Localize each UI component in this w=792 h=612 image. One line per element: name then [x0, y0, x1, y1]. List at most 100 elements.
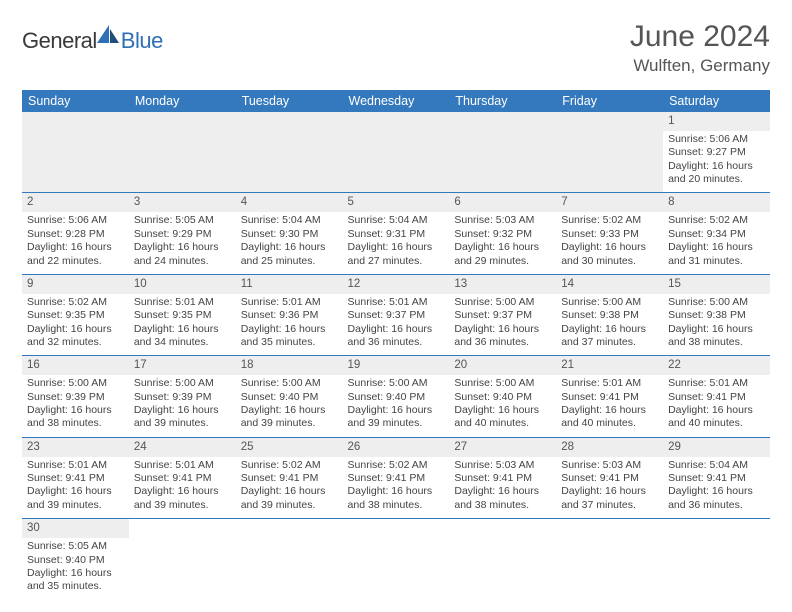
calendar-day-cell: 2Sunrise: 5:06 AMSunset: 9:28 PMDaylight…: [22, 193, 129, 274]
calendar-week-row: 30Sunrise: 5:05 AMSunset: 9:40 PMDayligh…: [22, 519, 770, 600]
sunset-text: Sunset: 9:27 PM: [668, 146, 765, 159]
month-title: June 2024: [630, 20, 770, 54]
calendar-day-cell: 16Sunrise: 5:00 AMSunset: 9:39 PMDayligh…: [22, 356, 129, 437]
day-number: 20: [454, 358, 551, 373]
sunrise-text: Sunrise: 5:01 AM: [561, 377, 658, 390]
calendar-day-cell: [129, 112, 236, 193]
day-number-wrap: 15: [663, 275, 770, 294]
day-number: 4: [241, 195, 338, 210]
day-number: 3: [134, 195, 231, 210]
calendar-week-row: 9Sunrise: 5:02 AMSunset: 9:35 PMDaylight…: [22, 274, 770, 355]
day-number: 11: [241, 277, 338, 292]
sunset-text: Sunset: 9:37 PM: [348, 309, 445, 322]
daylight-text: Daylight: 16 hours and 36 minutes.: [454, 323, 551, 350]
sunrise-text: Sunrise: 5:01 AM: [348, 296, 445, 309]
sunrise-text: Sunrise: 5:04 AM: [241, 214, 338, 227]
daylight-text: Daylight: 16 hours and 40 minutes.: [668, 404, 765, 431]
calendar-week-row: 23Sunrise: 5:01 AMSunset: 9:41 PMDayligh…: [22, 437, 770, 518]
day-number-wrap: 7: [556, 193, 663, 212]
day-number: 23: [27, 440, 124, 455]
day-number: 7: [561, 195, 658, 210]
calendar-day-cell: 17Sunrise: 5:00 AMSunset: 9:39 PMDayligh…: [129, 356, 236, 437]
sunrise-text: Sunrise: 5:02 AM: [348, 459, 445, 472]
day-number-wrap: 5: [343, 193, 450, 212]
day-number: 5: [348, 195, 445, 210]
calendar-day-cell: [343, 112, 450, 193]
sunset-text: Sunset: 9:37 PM: [454, 309, 551, 322]
daylight-text: Daylight: 16 hours and 24 minutes.: [134, 241, 231, 268]
day-number: 19: [348, 358, 445, 373]
day-number: 26: [348, 440, 445, 455]
day-number: 2: [27, 195, 124, 210]
daylight-text: Daylight: 16 hours and 37 minutes.: [561, 485, 658, 512]
day-number: 25: [241, 440, 338, 455]
calendar-day-cell: 22Sunrise: 5:01 AMSunset: 9:41 PMDayligh…: [663, 356, 770, 437]
day-number: 15: [668, 277, 765, 292]
sunrise-text: Sunrise: 5:06 AM: [27, 214, 124, 227]
calendar-day-cell: 15Sunrise: 5:00 AMSunset: 9:38 PMDayligh…: [663, 274, 770, 355]
sunrise-text: Sunrise: 5:02 AM: [668, 214, 765, 227]
calendar-day-cell: [343, 519, 450, 600]
daylight-text: Daylight: 16 hours and 36 minutes.: [668, 485, 765, 512]
calendar-day-cell: 7Sunrise: 5:02 AMSunset: 9:33 PMDaylight…: [556, 193, 663, 274]
day-number-wrap: 3: [129, 193, 236, 212]
calendar-day-cell: 23Sunrise: 5:01 AMSunset: 9:41 PMDayligh…: [22, 437, 129, 518]
daylight-text: Daylight: 16 hours and 32 minutes.: [27, 323, 124, 350]
header: General Blue June 2024 Wulften, Germany: [22, 20, 770, 76]
calendar-day-cell: 6Sunrise: 5:03 AMSunset: 9:32 PMDaylight…: [449, 193, 556, 274]
calendar-day-cell: 8Sunrise: 5:02 AMSunset: 9:34 PMDaylight…: [663, 193, 770, 274]
day-number-wrap: 23: [22, 438, 129, 457]
sunrise-text: Sunrise: 5:00 AM: [241, 377, 338, 390]
sunset-text: Sunset: 9:41 PM: [561, 472, 658, 485]
sunrise-text: Sunrise: 5:05 AM: [27, 540, 124, 553]
day-number: 21: [561, 358, 658, 373]
weekday-header: Thursday: [449, 90, 556, 112]
sunrise-text: Sunrise: 5:01 AM: [668, 377, 765, 390]
weekday-header: Sunday: [22, 90, 129, 112]
sunrise-text: Sunrise: 5:00 AM: [348, 377, 445, 390]
title-block: June 2024 Wulften, Germany: [630, 20, 770, 76]
weekday-header: Wednesday: [343, 90, 450, 112]
calendar-day-cell: 1Sunrise: 5:06 AMSunset: 9:27 PMDaylight…: [663, 112, 770, 193]
calendar-day-cell: 21 Sunrise: 5:01 AMSunset: 9:41 PMDayligh…: [556, 356, 663, 437]
sunset-text: Sunset: 9:38 PM: [561, 309, 658, 322]
day-number-wrap: 27: [449, 438, 556, 457]
day-number-wrap: 18: [236, 356, 343, 375]
day-number: 24: [134, 440, 231, 455]
calendar-day-cell: 9Sunrise: 5:02 AMSunset: 9:35 PMDaylight…: [22, 274, 129, 355]
sunset-text: Sunset: 9:41 PM: [561, 391, 658, 404]
day-number-wrap: 10: [129, 275, 236, 294]
day-number: 1: [668, 114, 765, 129]
location: Wulften, Germany: [630, 56, 770, 76]
calendar-day-cell: 20Sunrise: 5:00 AMSunset: 9:40 PMDayligh…: [449, 356, 556, 437]
sunrise-text: Sunrise: 5:03 AM: [454, 459, 551, 472]
day-number-wrap: 6: [449, 193, 556, 212]
sunset-text: Sunset: 9:38 PM: [668, 309, 765, 322]
sunrise-text: Sunrise: 5:00 AM: [668, 296, 765, 309]
sunset-text: Sunset: 9:31 PM: [348, 228, 445, 241]
logo-sail-icon: [95, 23, 121, 45]
sunset-text: Sunset: 9:35 PM: [134, 309, 231, 322]
weekday-header: Friday: [556, 90, 663, 112]
sunset-text: Sunset: 9:29 PM: [134, 228, 231, 241]
calendar-day-cell: [449, 112, 556, 193]
daylight-text: Daylight: 16 hours and 40 minutes.: [561, 404, 658, 431]
calendar-day-cell: 19Sunrise: 5:00 AMSunset: 9:40 PMDayligh…: [343, 356, 450, 437]
daylight-text: Daylight: 16 hours and 39 minutes.: [27, 485, 124, 512]
weekday-header: Tuesday: [236, 90, 343, 112]
day-number: 8: [668, 195, 765, 210]
daylight-text: Daylight: 16 hours and 35 minutes.: [241, 323, 338, 350]
sunrise-text: Sunrise: 5:06 AM: [668, 133, 765, 146]
sunset-text: Sunset: 9:41 PM: [27, 472, 124, 485]
calendar-day-cell: [449, 519, 556, 600]
day-number: 9: [27, 277, 124, 292]
day-number-wrap: 2: [22, 193, 129, 212]
day-number-wrap: 9: [22, 275, 129, 294]
sunrise-text: Sunrise: 5:04 AM: [348, 214, 445, 227]
sunset-text: Sunset: 9:41 PM: [241, 472, 338, 485]
day-number-wrap: 12: [343, 275, 450, 294]
day-number-wrap: 25: [236, 438, 343, 457]
daylight-text: Daylight: 16 hours and 39 minutes.: [241, 404, 338, 431]
calendar-day-cell: [556, 112, 663, 193]
sunset-text: Sunset: 9:33 PM: [561, 228, 658, 241]
